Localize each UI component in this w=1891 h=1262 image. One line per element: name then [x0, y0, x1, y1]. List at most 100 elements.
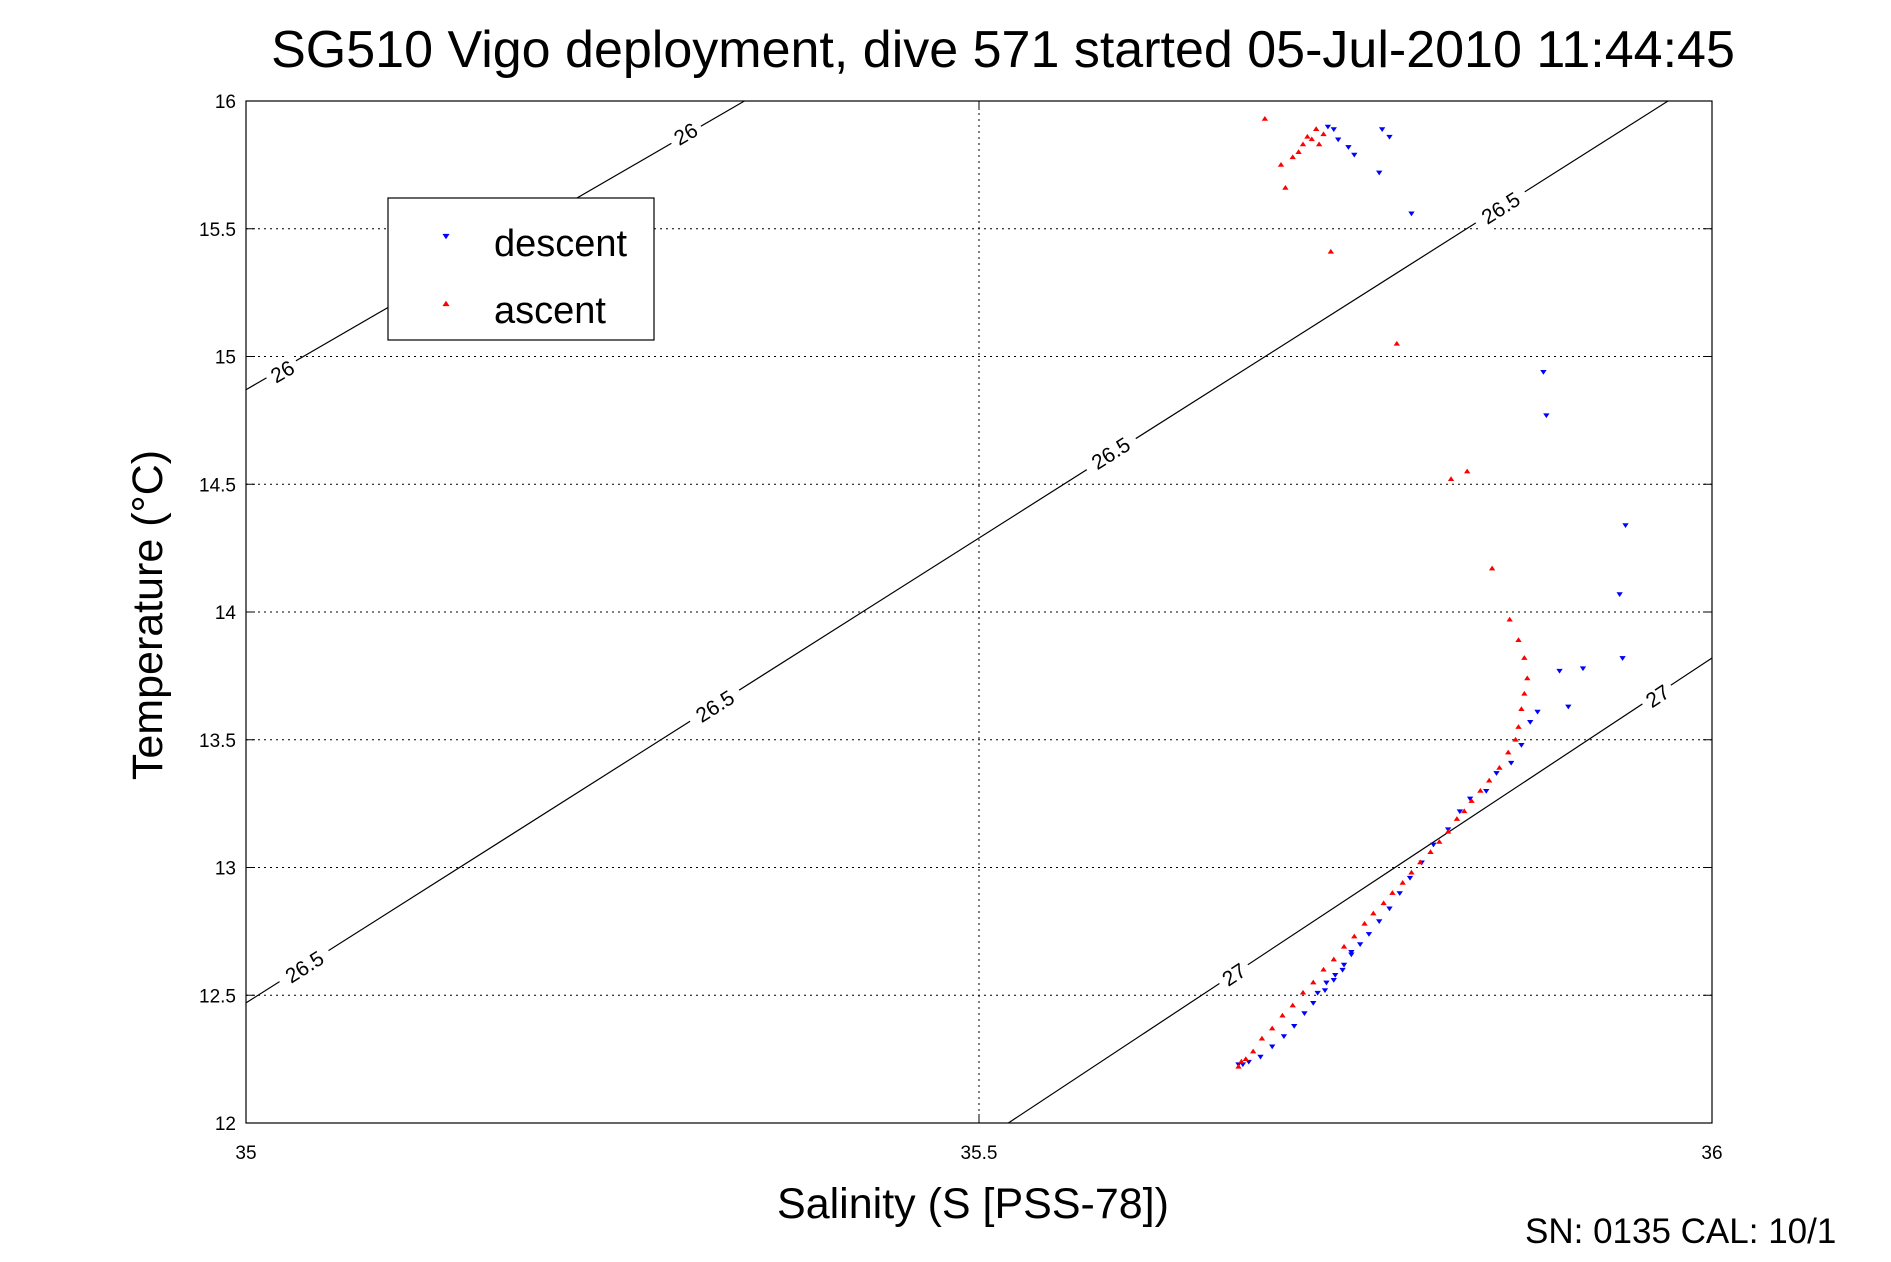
- legend-marker-descent: [442, 233, 450, 240]
- descent-point: [1301, 1011, 1308, 1017]
- ascent-point: [1327, 248, 1335, 254]
- y-tick-label: 16: [215, 92, 236, 113]
- ascent-point: [1258, 1035, 1266, 1041]
- descent-point: [1556, 668, 1563, 674]
- y-tick-label: 13: [215, 859, 236, 880]
- legend: descent ascent: [387, 197, 655, 341]
- ascent-point: [1315, 141, 1323, 147]
- descent-point: [1321, 988, 1329, 994]
- series-ascent: [1235, 116, 1531, 1069]
- ascent-point: [1361, 920, 1368, 926]
- ascent-point: [1235, 1063, 1242, 1069]
- density-contour-line: [1007, 657, 1713, 1124]
- ascent-point: [1279, 1012, 1286, 1018]
- descent-point: [1396, 891, 1403, 896]
- descent-point: [1340, 962, 1348, 968]
- ascent-point: [1299, 989, 1307, 995]
- density-contour-line: [245, 100, 1669, 1004]
- y-tick-label: 15: [215, 348, 236, 369]
- chart-title: SG510 Vigo deployment, dive 571 started …: [271, 21, 1735, 79]
- ascent-point: [1436, 839, 1443, 844]
- descent-point: [1619, 656, 1626, 661]
- descent-point: [1348, 949, 1355, 955]
- contour-label-background: [273, 941, 336, 993]
- ascent-point: [1468, 798, 1475, 803]
- legend-marker-ascent: [442, 300, 450, 307]
- ascent-point: [1295, 149, 1302, 154]
- ascent-point: [1249, 1048, 1257, 1054]
- y-tick-label: 14: [215, 603, 237, 624]
- ascent-point: [1320, 131, 1327, 137]
- contour-label-background: [665, 115, 707, 154]
- descent-point: [1493, 771, 1500, 776]
- descent-point: [1386, 906, 1393, 912]
- descent-point: [1280, 1034, 1288, 1040]
- x-tick-label: 35: [235, 1143, 256, 1164]
- descent-point: [1534, 709, 1541, 715]
- ascent-point: [1486, 777, 1493, 783]
- descent-point: [1314, 990, 1321, 996]
- ascent-point: [1299, 141, 1307, 147]
- descent-point: [1518, 742, 1525, 748]
- ascent-point: [1521, 655, 1528, 660]
- descent-point: [1339, 967, 1346, 973]
- grid-lines: [246, 101, 1712, 1123]
- descent-point: [1335, 137, 1342, 143]
- contour-label-background: [261, 352, 304, 391]
- ascent-point: [1340, 943, 1348, 949]
- descent-point: [1324, 124, 1332, 130]
- descent-point: [1269, 1044, 1276, 1050]
- descent-point: [1310, 1001, 1317, 1006]
- ascent-point: [1399, 879, 1406, 885]
- serial-calibration-text: SN: 0135 CAL: 10/1: [1525, 1212, 1836, 1251]
- ascent-point: [1289, 154, 1296, 160]
- series-descent: [1235, 124, 1629, 1068]
- ascent-point: [1427, 849, 1434, 855]
- data-series: [1235, 116, 1629, 1069]
- descent-point: [1376, 919, 1383, 925]
- legend-label-ascent: ascent: [494, 290, 606, 332]
- x-tick-label: 36: [1701, 1143, 1722, 1164]
- ascent-point: [1289, 1002, 1296, 1008]
- ascent-point: [1512, 736, 1519, 742]
- descent-point: [1356, 942, 1364, 948]
- legend-box: [387, 197, 655, 341]
- descent-point: [1245, 1059, 1252, 1065]
- descent-point: [1540, 369, 1547, 375]
- y-tick-label: 12: [215, 1114, 236, 1135]
- ascent-point: [1496, 764, 1503, 770]
- contour-label-background: [684, 680, 747, 733]
- descent-point: [1351, 152, 1358, 158]
- descent-point: [1345, 145, 1352, 150]
- descent-point: [1527, 720, 1534, 725]
- ascent-point: [1393, 340, 1400, 346]
- ascent-point: [1242, 1056, 1249, 1061]
- ascent-point: [1464, 468, 1471, 474]
- descent-point: [1332, 972, 1339, 978]
- ascent-point: [1488, 565, 1496, 571]
- contour-label-background: [1213, 955, 1255, 995]
- ascent-point: [1461, 808, 1468, 814]
- axis-ticks: 35 35.5 36 12 12.5 13 13.5 14 14.5 15 15.5 16: [199, 92, 1723, 1164]
- x-tick-label: 35.5: [961, 1143, 998, 1164]
- descent-point: [1323, 980, 1330, 986]
- ascent-point: [1304, 133, 1311, 139]
- ascent-point: [1477, 787, 1484, 793]
- descent-point: [1386, 134, 1393, 140]
- y-tick-label: 13.5: [199, 731, 236, 752]
- descent-point: [1378, 127, 1386, 132]
- descent-point: [1330, 127, 1337, 132]
- ascent-point: [1447, 476, 1455, 482]
- ascent-point: [1389, 890, 1396, 895]
- contour-label-background: [1469, 182, 1532, 234]
- descent-point: [1408, 211, 1415, 217]
- descent-point: [1330, 978, 1337, 983]
- ascent-point: [1505, 749, 1512, 755]
- ascent-point: [1370, 910, 1377, 916]
- ascent-point: [1408, 869, 1415, 875]
- ascent-point: [1261, 116, 1269, 121]
- ascent-point: [1320, 966, 1327, 972]
- ascent-point: [1269, 1025, 1276, 1031]
- ascent-point: [1518, 706, 1525, 711]
